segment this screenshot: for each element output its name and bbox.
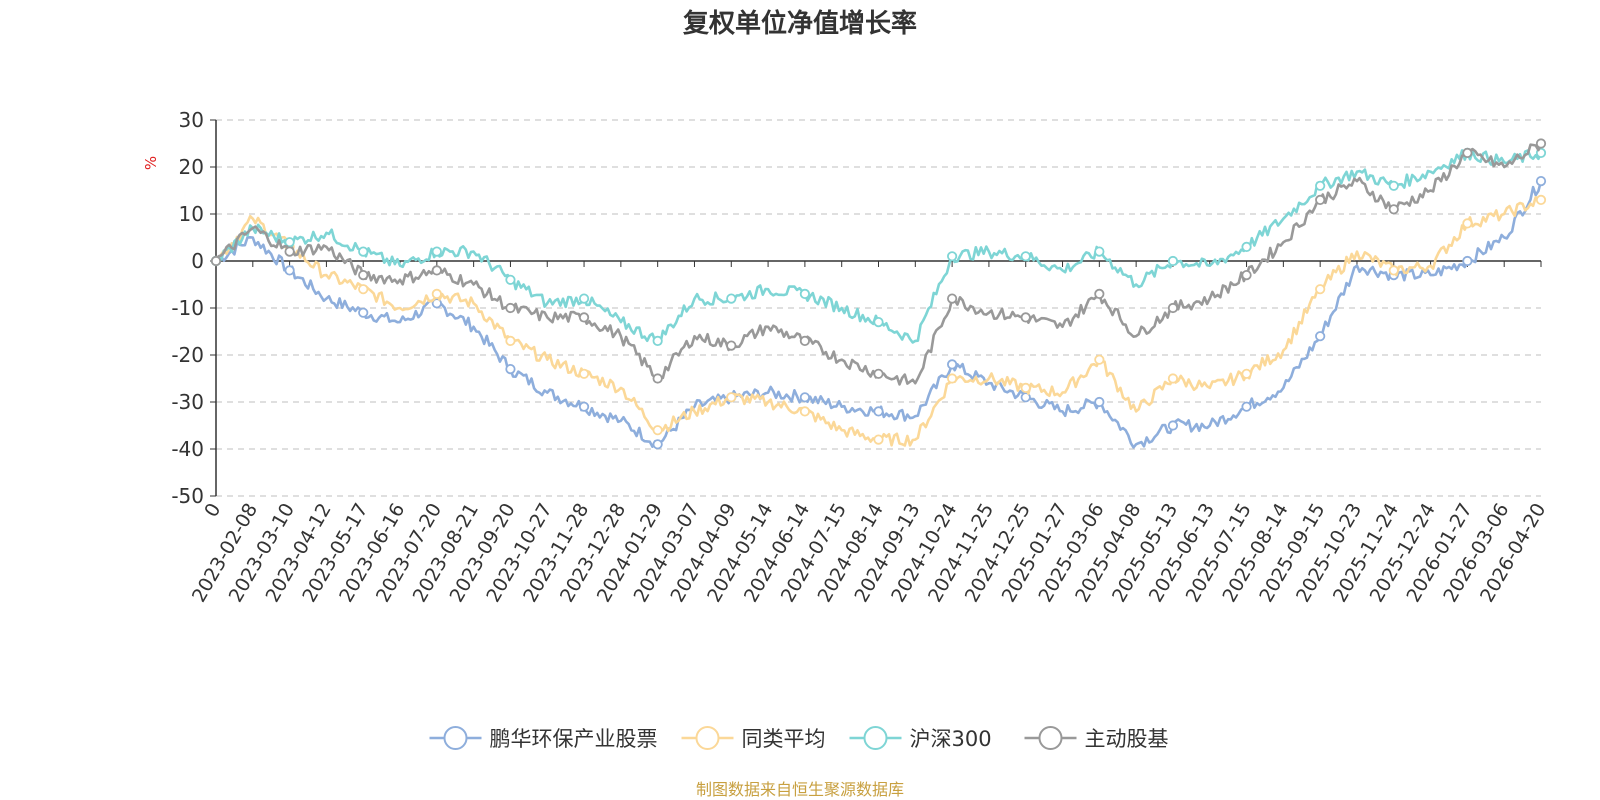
data-point bbox=[1167, 302, 1179, 314]
legend-label: 主动股基 bbox=[1085, 727, 1169, 751]
data-point bbox=[1315, 284, 1326, 295]
data-point bbox=[358, 246, 369, 257]
data-point bbox=[1462, 147, 1473, 158]
axes: 3020100-10-20-30-40-5002023-02-082023-03… bbox=[171, 108, 1550, 606]
data-point bbox=[1094, 288, 1105, 299]
legend-item[interactable]: 沪深300 bbox=[849, 726, 992, 751]
data-point bbox=[1241, 241, 1252, 252]
legend-item[interactable]: 主动股基 bbox=[1024, 726, 1169, 751]
data-point bbox=[1535, 176, 1547, 187]
data-point bbox=[652, 373, 663, 384]
data-point bbox=[947, 293, 958, 304]
data-point bbox=[1094, 396, 1105, 408]
data-point bbox=[1241, 401, 1252, 412]
legend-marker bbox=[695, 726, 720, 750]
data-point bbox=[1241, 368, 1252, 379]
data-point bbox=[284, 237, 295, 248]
data-point bbox=[873, 316, 884, 328]
data-point bbox=[1535, 194, 1547, 205]
legend-item[interactable]: 同类平均 bbox=[681, 726, 826, 751]
data-point bbox=[726, 392, 737, 403]
source-note: 制图数据来自恒生聚源数据库 bbox=[696, 780, 904, 799]
data-point bbox=[210, 255, 222, 267]
y-tick-label: 30 bbox=[179, 108, 204, 132]
data-point bbox=[1167, 420, 1179, 431]
y-axis-unit: % bbox=[142, 156, 160, 170]
data-point bbox=[1241, 269, 1252, 281]
data-point bbox=[578, 401, 590, 412]
data-point bbox=[1020, 312, 1031, 323]
legend-marker bbox=[443, 726, 468, 750]
data-point bbox=[1167, 255, 1179, 267]
data-point bbox=[652, 439, 663, 450]
data-point bbox=[1094, 246, 1105, 257]
data-point bbox=[431, 246, 442, 257]
data-point bbox=[505, 363, 516, 375]
y-tick-label: -40 bbox=[171, 437, 204, 461]
data-point bbox=[873, 406, 884, 417]
data-point bbox=[578, 293, 590, 304]
data-point bbox=[1315, 194, 1326, 205]
data-point bbox=[431, 265, 442, 276]
data-point bbox=[358, 284, 369, 295]
y-tick-label: 20 bbox=[179, 155, 204, 179]
legend-label: 沪深300 bbox=[910, 727, 992, 751]
data-point bbox=[873, 368, 884, 379]
data-point bbox=[358, 269, 369, 281]
chart-title: 复权单位净值增长率 bbox=[683, 8, 917, 39]
data-point bbox=[947, 373, 958, 384]
data-point bbox=[1388, 204, 1399, 215]
data-point bbox=[1388, 180, 1399, 191]
data-point bbox=[652, 425, 663, 436]
data-point bbox=[1388, 265, 1399, 276]
data-point bbox=[947, 359, 958, 370]
data-point bbox=[799, 392, 810, 403]
data-point bbox=[1535, 138, 1547, 149]
legend-label: 同类平均 bbox=[742, 727, 826, 751]
data-point bbox=[1462, 218, 1473, 229]
data-point bbox=[799, 406, 810, 417]
data-point bbox=[1020, 392, 1031, 403]
legend-marker bbox=[1038, 726, 1063, 750]
data-point bbox=[1462, 255, 1473, 267]
data-point bbox=[799, 288, 810, 299]
data-point bbox=[947, 251, 958, 262]
data-point bbox=[1020, 251, 1031, 262]
data-point bbox=[1167, 373, 1179, 384]
legend[interactable]: 鹏华环保产业股票 同类平均 沪深300 主动股基 bbox=[429, 726, 1169, 751]
data-point bbox=[284, 265, 295, 276]
y-tick-label: -10 bbox=[171, 296, 204, 320]
data-point bbox=[726, 340, 737, 351]
series-lines bbox=[210, 138, 1547, 450]
data-point bbox=[578, 312, 590, 323]
data-point bbox=[505, 302, 516, 314]
y-tick-label: -30 bbox=[171, 390, 204, 414]
data-point bbox=[578, 368, 590, 379]
data-point bbox=[505, 335, 516, 346]
legend-item[interactable]: 鹏华环保产业股票 bbox=[429, 726, 658, 751]
x-tick-label: 0 bbox=[200, 500, 225, 521]
data-point bbox=[431, 298, 442, 309]
y-tick-label: -50 bbox=[171, 484, 204, 508]
legend-label: 鹏华环保产业股票 bbox=[490, 727, 658, 751]
data-point bbox=[799, 335, 810, 346]
y-tick-label: -20 bbox=[171, 343, 204, 367]
data-point bbox=[652, 335, 663, 346]
legend-marker bbox=[863, 726, 888, 750]
data-point bbox=[1315, 180, 1326, 191]
data-point bbox=[1094, 354, 1105, 365]
y-tick-label: 0 bbox=[191, 249, 204, 273]
data-point bbox=[431, 288, 442, 299]
data-point bbox=[873, 434, 884, 445]
data-point bbox=[505, 274, 516, 285]
data-point bbox=[284, 246, 295, 257]
data-point bbox=[1315, 331, 1326, 342]
data-point bbox=[358, 307, 369, 318]
data-point bbox=[726, 293, 737, 304]
data-point bbox=[1020, 382, 1031, 393]
y-tick-label: 10 bbox=[179, 202, 204, 226]
